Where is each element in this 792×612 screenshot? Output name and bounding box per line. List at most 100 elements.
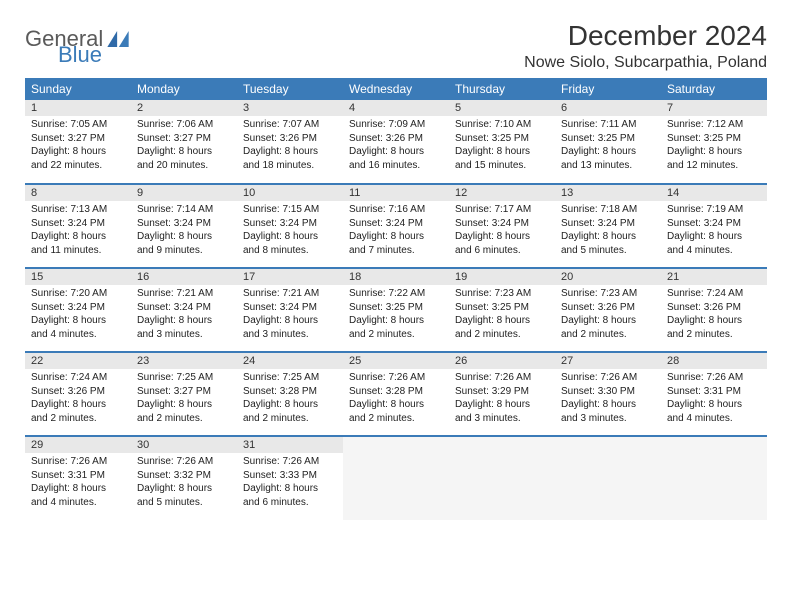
day-data: Sunrise: 7:25 AMSunset: 3:27 PMDaylight:…: [131, 369, 237, 429]
calendar-cell: 12Sunrise: 7:17 AMSunset: 3:24 PMDayligh…: [449, 184, 555, 268]
day-number: 31: [237, 437, 343, 453]
day-number: 9: [131, 185, 237, 201]
day-data: Sunrise: 7:21 AMSunset: 3:24 PMDaylight:…: [237, 285, 343, 345]
calendar-cell: 11Sunrise: 7:16 AMSunset: 3:24 PMDayligh…: [343, 184, 449, 268]
day-number: 13: [555, 185, 661, 201]
day-number: 4: [343, 100, 449, 116]
day-number: 23: [131, 353, 237, 369]
calendar-cell: ..: [555, 436, 661, 520]
day-number: 24: [237, 353, 343, 369]
day-data: Sunrise: 7:11 AMSunset: 3:25 PMDaylight:…: [555, 116, 661, 176]
day-number: 16: [131, 269, 237, 285]
day-data: Sunrise: 7:26 AMSunset: 3:31 PMDaylight:…: [25, 453, 131, 513]
calendar-cell: 19Sunrise: 7:23 AMSunset: 3:25 PMDayligh…: [449, 268, 555, 352]
day-number: 20: [555, 269, 661, 285]
day-number: 15: [25, 269, 131, 285]
calendar-cell: 1Sunrise: 7:05 AMSunset: 3:27 PMDaylight…: [25, 100, 131, 184]
calendar-cell: 17Sunrise: 7:21 AMSunset: 3:24 PMDayligh…: [237, 268, 343, 352]
day-number: 12: [449, 185, 555, 201]
day-data: Sunrise: 7:07 AMSunset: 3:26 PMDaylight:…: [237, 116, 343, 176]
day-data: Sunrise: 7:09 AMSunset: 3:26 PMDaylight:…: [343, 116, 449, 176]
weekday-header: Saturday: [661, 78, 767, 100]
day-number: 5: [449, 100, 555, 116]
calendar-cell: ..: [661, 436, 767, 520]
day-number: 21: [661, 269, 767, 285]
calendar-cell: 7Sunrise: 7:12 AMSunset: 3:25 PMDaylight…: [661, 100, 767, 184]
calendar-cell: 2Sunrise: 7:06 AMSunset: 3:27 PMDaylight…: [131, 100, 237, 184]
calendar-cell: ..: [449, 436, 555, 520]
day-number: 1: [25, 100, 131, 116]
calendar-cell: 21Sunrise: 7:24 AMSunset: 3:26 PMDayligh…: [661, 268, 767, 352]
day-number: 7: [661, 100, 767, 116]
day-data: Sunrise: 7:24 AMSunset: 3:26 PMDaylight:…: [661, 285, 767, 345]
day-data: Sunrise: 7:22 AMSunset: 3:25 PMDaylight:…: [343, 285, 449, 345]
day-number: 11: [343, 185, 449, 201]
calendar-cell: 25Sunrise: 7:26 AMSunset: 3:28 PMDayligh…: [343, 352, 449, 436]
weekday-header: Tuesday: [237, 78, 343, 100]
day-number: 10: [237, 185, 343, 201]
day-number: 30: [131, 437, 237, 453]
calendar-cell: ..: [343, 436, 449, 520]
calendar-cell: 9Sunrise: 7:14 AMSunset: 3:24 PMDaylight…: [131, 184, 237, 268]
day-data: Sunrise: 7:06 AMSunset: 3:27 PMDaylight:…: [131, 116, 237, 176]
day-number: 18: [343, 269, 449, 285]
calendar-cell: 29Sunrise: 7:26 AMSunset: 3:31 PMDayligh…: [25, 436, 131, 520]
weekday-header: Friday: [555, 78, 661, 100]
day-data: Sunrise: 7:18 AMSunset: 3:24 PMDaylight:…: [555, 201, 661, 261]
day-data: Sunrise: 7:05 AMSunset: 3:27 PMDaylight:…: [25, 116, 131, 176]
day-data: Sunrise: 7:10 AMSunset: 3:25 PMDaylight:…: [449, 116, 555, 176]
day-number: 17: [237, 269, 343, 285]
weekday-header: Thursday: [449, 78, 555, 100]
day-number: 14: [661, 185, 767, 201]
day-number: 8: [25, 185, 131, 201]
calendar-cell: 3Sunrise: 7:07 AMSunset: 3:26 PMDaylight…: [237, 100, 343, 184]
calendar-cell: 15Sunrise: 7:20 AMSunset: 3:24 PMDayligh…: [25, 268, 131, 352]
calendar-cell: 27Sunrise: 7:26 AMSunset: 3:30 PMDayligh…: [555, 352, 661, 436]
calendar-table: SundayMondayTuesdayWednesdayThursdayFrid…: [25, 78, 767, 520]
day-data: Sunrise: 7:23 AMSunset: 3:25 PMDaylight:…: [449, 285, 555, 345]
calendar-cell: 4Sunrise: 7:09 AMSunset: 3:26 PMDaylight…: [343, 100, 449, 184]
day-number: 2: [131, 100, 237, 116]
day-number: 25: [343, 353, 449, 369]
weekday-header: Wednesday: [343, 78, 449, 100]
page-title: December 2024: [524, 20, 767, 52]
day-number: 3: [237, 100, 343, 116]
day-number: 6: [555, 100, 661, 116]
calendar-cell: 8Sunrise: 7:13 AMSunset: 3:24 PMDaylight…: [25, 184, 131, 268]
day-number: 27: [555, 353, 661, 369]
day-data: Sunrise: 7:23 AMSunset: 3:26 PMDaylight:…: [555, 285, 661, 345]
logo: General Blue: [25, 26, 129, 52]
day-number: 26: [449, 353, 555, 369]
calendar-cell: 23Sunrise: 7:25 AMSunset: 3:27 PMDayligh…: [131, 352, 237, 436]
day-data: Sunrise: 7:26 AMSunset: 3:28 PMDaylight:…: [343, 369, 449, 429]
day-data: Sunrise: 7:26 AMSunset: 3:32 PMDaylight:…: [131, 453, 237, 513]
day-number: 19: [449, 269, 555, 285]
weekday-header: Monday: [131, 78, 237, 100]
day-data: Sunrise: 7:21 AMSunset: 3:24 PMDaylight:…: [131, 285, 237, 345]
day-data: Sunrise: 7:13 AMSunset: 3:24 PMDaylight:…: [25, 201, 131, 261]
day-number: 29: [25, 437, 131, 453]
day-data: Sunrise: 7:24 AMSunset: 3:26 PMDaylight:…: [25, 369, 131, 429]
calendar-cell: 31Sunrise: 7:26 AMSunset: 3:33 PMDayligh…: [237, 436, 343, 520]
calendar-cell: 22Sunrise: 7:24 AMSunset: 3:26 PMDayligh…: [25, 352, 131, 436]
day-data: Sunrise: 7:12 AMSunset: 3:25 PMDaylight:…: [661, 116, 767, 176]
day-data: Sunrise: 7:17 AMSunset: 3:24 PMDaylight:…: [449, 201, 555, 261]
calendar-cell: 30Sunrise: 7:26 AMSunset: 3:32 PMDayligh…: [131, 436, 237, 520]
day-data: Sunrise: 7:25 AMSunset: 3:28 PMDaylight:…: [237, 369, 343, 429]
day-data: Sunrise: 7:16 AMSunset: 3:24 PMDaylight:…: [343, 201, 449, 261]
day-data: Sunrise: 7:19 AMSunset: 3:24 PMDaylight:…: [661, 201, 767, 261]
day-data: Sunrise: 7:15 AMSunset: 3:24 PMDaylight:…: [237, 201, 343, 261]
calendar-cell: 14Sunrise: 7:19 AMSunset: 3:24 PMDayligh…: [661, 184, 767, 268]
calendar-cell: 28Sunrise: 7:26 AMSunset: 3:31 PMDayligh…: [661, 352, 767, 436]
day-data: Sunrise: 7:26 AMSunset: 3:33 PMDaylight:…: [237, 453, 343, 513]
day-data: Sunrise: 7:26 AMSunset: 3:29 PMDaylight:…: [449, 369, 555, 429]
day-number: 28: [661, 353, 767, 369]
day-data: Sunrise: 7:20 AMSunset: 3:24 PMDaylight:…: [25, 285, 131, 345]
calendar-cell: 18Sunrise: 7:22 AMSunset: 3:25 PMDayligh…: [343, 268, 449, 352]
calendar-cell: 20Sunrise: 7:23 AMSunset: 3:26 PMDayligh…: [555, 268, 661, 352]
logo-sail-icon: [107, 31, 129, 47]
calendar-cell: 5Sunrise: 7:10 AMSunset: 3:25 PMDaylight…: [449, 100, 555, 184]
day-number: 22: [25, 353, 131, 369]
logo-text-blue: Blue: [58, 42, 102, 68]
calendar-cell: 13Sunrise: 7:18 AMSunset: 3:24 PMDayligh…: [555, 184, 661, 268]
